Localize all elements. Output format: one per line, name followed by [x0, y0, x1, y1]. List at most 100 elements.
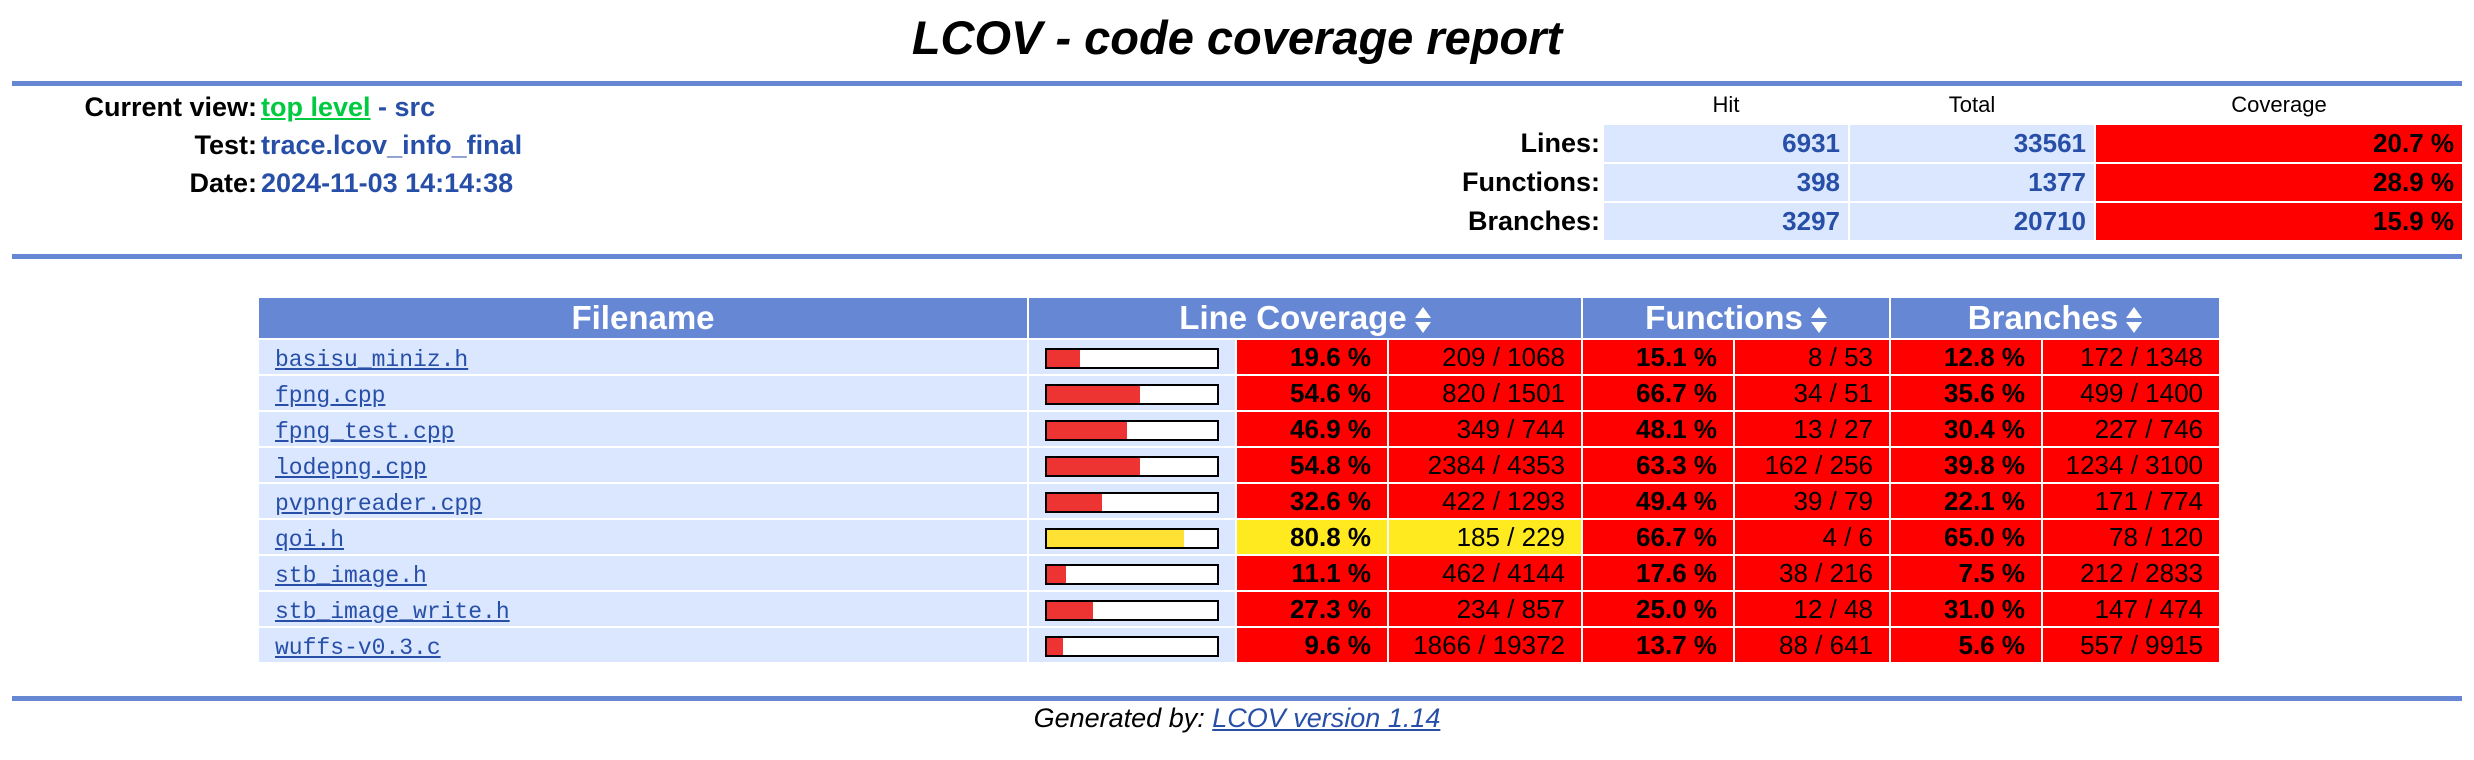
branch-coverage-percent: 22.1 %	[1889, 482, 2043, 520]
coverage-bar	[1045, 528, 1219, 550]
top-level-link[interactable]: top level	[261, 92, 371, 122]
line-coverage-column-header[interactable]: Line Coverage	[1027, 296, 1583, 340]
function-coverage-count: 8 / 53	[1733, 338, 1891, 376]
summary-lines-label: Lines:	[1520, 128, 1600, 158]
coverage-bar-cell	[1027, 482, 1237, 520]
branch-coverage-count: 1234 / 3100	[2041, 446, 2221, 484]
file-link[interactable]: stb_image.h	[275, 562, 427, 589]
filename-cell: stb_image_write.h	[257, 590, 1029, 628]
line-coverage-percent: 19.6 %	[1235, 338, 1389, 376]
filename-cell: fpng_test.cpp	[257, 410, 1029, 448]
summary-functions-coverage: 28.9 %	[2096, 164, 2462, 201]
table-row: lodepng.cpp 54.8 % 2384 / 4353 63.3 % 162 / …	[257, 446, 2221, 484]
branch-coverage-percent: 30.4 %	[1889, 410, 2043, 448]
function-coverage-percent: 49.4 %	[1581, 482, 1735, 520]
coverage-bar-cell	[1027, 626, 1237, 664]
table-row: fpng.cpp 54.6 % 820 / 1501 66.7 % 34 / 51 35.…	[257, 374, 2221, 412]
coverage-bar	[1045, 600, 1219, 622]
coverage-bar	[1045, 456, 1219, 478]
file-link[interactable]: wuffs-v0.3.c	[275, 634, 441, 661]
coverage-bar	[1045, 564, 1219, 586]
branch-coverage-count: 212 / 2833	[2041, 554, 2221, 592]
coverage-bar-cell	[1027, 554, 1237, 592]
line-coverage-count: 462 / 4144	[1387, 554, 1583, 592]
file-link[interactable]: lodepng.cpp	[275, 454, 427, 481]
filename-cell: lodepng.cpp	[257, 446, 1029, 484]
line-coverage-percent: 54.6 %	[1235, 374, 1389, 412]
branch-coverage-percent: 7.5 %	[1889, 554, 2043, 592]
date-label: Date:	[189, 168, 257, 198]
summary-branches-coverage: 15.9 %	[2096, 203, 2462, 240]
line-coverage-percent: 9.6 %	[1235, 626, 1389, 664]
line-coverage-count: 1866 / 19372	[1387, 626, 1583, 664]
filename-cell: fpng.cpp	[257, 374, 1029, 412]
sort-arrows-icon[interactable]	[1810, 307, 1827, 334]
coverage-bar-fill	[1047, 602, 1094, 620]
line-coverage-count: 422 / 1293	[1387, 482, 1583, 520]
branch-coverage-count: 171 / 774	[2041, 482, 2221, 520]
coverage-bar-fill	[1047, 566, 1066, 584]
summary-coverage-header: Coverage	[2231, 92, 2327, 117]
coverage-bar-fill	[1047, 458, 1141, 476]
function-coverage-percent: 66.7 %	[1581, 374, 1735, 412]
file-link[interactable]: pvpngreader.cpp	[275, 490, 483, 517]
filename-cell: wuffs-v0.3.c	[257, 626, 1029, 664]
test-value: trace.lcov_info_final	[261, 130, 523, 160]
footer: Generated by: LCOV version 1.14	[0, 703, 2474, 734]
file-link[interactable]: qoi.h	[275, 526, 345, 553]
file-link[interactable]: basisu_miniz.h	[275, 346, 469, 373]
function-coverage-percent: 17.6 %	[1581, 554, 1735, 592]
function-coverage-percent: 15.1 %	[1581, 338, 1735, 376]
branch-coverage-percent: 31.0 %	[1889, 590, 2043, 628]
line-coverage-percent: 80.8 %	[1235, 518, 1389, 556]
coverage-bar	[1045, 636, 1219, 658]
coverage-bar	[1045, 420, 1219, 442]
header-divider	[12, 254, 2462, 259]
line-coverage-percent: 54.8 %	[1235, 446, 1389, 484]
summary-branches-hit: 3297	[1604, 203, 1848, 240]
coverage-bar-cell	[1027, 374, 1237, 412]
table-row: basisu_miniz.h 19.6 % 209 / 1068 15.1 % 8 / …	[257, 338, 2221, 376]
table-row: stb_image_write.h 27.3 % 234 / 857 25.0 % 12…	[257, 590, 2221, 628]
line-coverage-count: 349 / 744	[1387, 410, 1583, 448]
summary-lines-hit: 6931	[1604, 125, 1848, 162]
footer-divider	[12, 696, 2462, 701]
file-link[interactable]: fpng.cpp	[275, 382, 386, 409]
line-coverage-count: 820 / 1501	[1387, 374, 1583, 412]
branch-coverage-percent: 39.8 %	[1889, 446, 2043, 484]
branch-coverage-count: 557 / 9915	[2041, 626, 2221, 664]
sort-arrows-icon[interactable]	[2126, 307, 2143, 334]
summary-branches-label: Branches:	[1467, 206, 1600, 236]
top-divider	[12, 81, 2462, 86]
function-coverage-percent: 63.3 %	[1581, 446, 1735, 484]
file-link[interactable]: stb_image_write.h	[275, 598, 510, 625]
summary-total-header: Total	[1948, 92, 1996, 117]
function-coverage-count: 34 / 51	[1733, 374, 1891, 412]
line-coverage-count: 185 / 229	[1387, 518, 1583, 556]
branch-coverage-count: 227 / 746	[2041, 410, 2221, 448]
line-coverage-count: 234 / 857	[1387, 590, 1583, 628]
coverage-bar-cell	[1027, 338, 1237, 376]
function-coverage-count: 39 / 79	[1733, 482, 1891, 520]
function-coverage-percent: 25.0 %	[1581, 590, 1735, 628]
branch-coverage-percent: 35.6 %	[1889, 374, 2043, 412]
line-coverage-count: 2384 / 4353	[1387, 446, 1583, 484]
functions-column-header[interactable]: Functions	[1581, 296, 1891, 340]
coverage-bar	[1045, 492, 1219, 514]
file-link[interactable]: fpng_test.cpp	[275, 418, 455, 445]
branch-coverage-percent: 65.0 %	[1889, 518, 2043, 556]
function-coverage-count: 88 / 641	[1733, 626, 1891, 664]
function-coverage-count: 162 / 256	[1733, 446, 1891, 484]
current-view-path: - src	[378, 92, 436, 122]
sort-arrows-icon[interactable]	[1414, 307, 1431, 334]
filename-column-header[interactable]: Filename	[257, 296, 1029, 340]
coverage-bar	[1045, 348, 1219, 370]
line-coverage-percent: 27.3 %	[1235, 590, 1389, 628]
filename-cell: stb_image.h	[257, 554, 1029, 592]
branch-coverage-count: 147 / 474	[2041, 590, 2221, 628]
branches-column-header[interactable]: Branches	[1889, 296, 2221, 340]
lcov-version-link[interactable]: LCOV version 1.14	[1212, 703, 1441, 733]
current-view-label: Current view:	[84, 92, 257, 122]
branch-coverage-count: 78 / 120	[2041, 518, 2221, 556]
branch-coverage-percent: 12.8 %	[1889, 338, 2043, 376]
